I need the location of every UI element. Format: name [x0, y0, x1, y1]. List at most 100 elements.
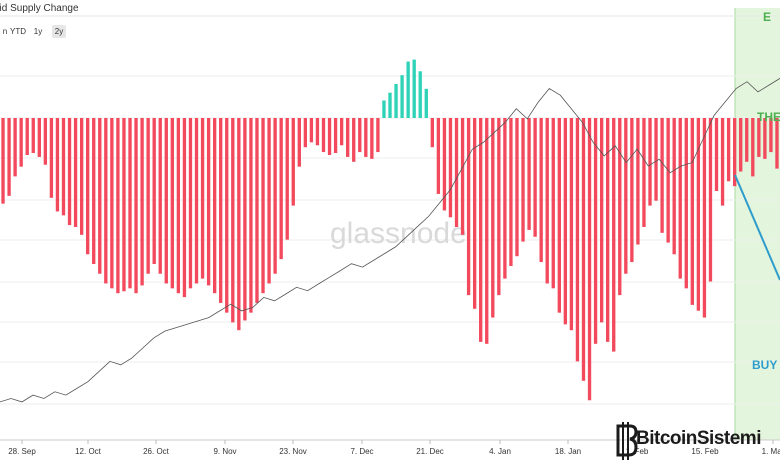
range-button-ytd[interactable]: YTD	[10, 27, 26, 36]
bar	[660, 118, 664, 233]
bar	[400, 75, 404, 118]
bar	[769, 118, 773, 153]
x-tick-label: 9. Nov	[213, 447, 236, 456]
bar	[479, 118, 483, 342]
bar	[315, 118, 320, 146]
bar	[430, 118, 434, 148]
bar	[273, 118, 277, 274]
bar	[346, 118, 350, 157]
bar	[49, 118, 54, 198]
bar	[690, 118, 694, 305]
bar	[358, 118, 362, 153]
bar	[212, 118, 217, 294]
bar	[303, 118, 308, 148]
bar	[297, 118, 301, 167]
bar	[255, 118, 259, 303]
bar	[509, 118, 513, 266]
bar	[503, 118, 507, 279]
bar	[763, 118, 767, 159]
bar	[436, 118, 441, 194]
bar	[557, 118, 561, 313]
bar	[775, 118, 779, 169]
bar	[116, 118, 120, 294]
x-tick-label: 28. Sep	[8, 447, 36, 456]
bar	[309, 118, 314, 143]
annotation-top: THE	[757, 110, 780, 124]
bar	[466, 118, 471, 296]
bar	[231, 118, 235, 323]
bar	[648, 118, 652, 206]
bar	[122, 118, 126, 292]
bar	[13, 118, 17, 177]
bar	[454, 118, 459, 228]
range-button-1y[interactable]: 1y	[33, 27, 43, 36]
bar	[370, 118, 374, 159]
bar	[285, 118, 289, 240]
bar	[134, 118, 138, 294]
bar	[200, 118, 205, 279]
bar	[339, 118, 344, 146]
bar	[225, 118, 229, 313]
bitcoin-logo-icon	[616, 422, 638, 460]
bar	[442, 118, 447, 211]
range-button-2y[interactable]: 2y	[52, 25, 66, 38]
chart-title: uid Supply Change	[0, 3, 79, 14]
x-tick-label: 23. Nov	[279, 447, 307, 456]
bar	[569, 118, 574, 331]
bar	[696, 118, 701, 311]
range-button-1[interactable]: n	[2, 27, 8, 36]
bar	[587, 118, 592, 401]
x-tick-label: 18. Jan	[555, 447, 581, 456]
bar	[636, 118, 640, 245]
bar	[593, 118, 598, 344]
bar	[388, 92, 392, 118]
bar	[412, 59, 416, 118]
x-tick-label: 1. Mar	[762, 447, 780, 456]
bar	[732, 118, 737, 187]
bar	[527, 118, 531, 230]
bar	[55, 118, 60, 212]
bar	[612, 118, 616, 352]
bar	[406, 61, 410, 118]
bar	[128, 118, 132, 289]
bar	[739, 118, 743, 172]
bar	[73, 118, 78, 228]
bar	[551, 118, 555, 289]
bar	[382, 100, 386, 118]
bar	[67, 118, 72, 226]
bar	[666, 118, 670, 243]
bar	[539, 118, 543, 263]
x-tick-label: 21. Dec	[416, 447, 444, 456]
bar	[545, 118, 549, 284]
bar	[678, 118, 682, 279]
bar	[521, 118, 525, 242]
bar	[581, 118, 586, 381]
bar	[491, 118, 495, 318]
bar	[188, 118, 193, 289]
bar	[702, 118, 707, 318]
bar	[25, 118, 29, 155]
bar	[61, 118, 66, 216]
bar	[497, 118, 501, 296]
bar	[364, 118, 368, 157]
bar	[424, 88, 428, 118]
annotation-buy: BUY	[752, 358, 778, 372]
bar	[194, 118, 199, 284]
bar	[684, 118, 688, 289]
bar	[448, 118, 453, 218]
bar	[1, 118, 5, 204]
bar	[164, 118, 168, 284]
bar	[31, 118, 35, 154]
bar	[110, 118, 114, 289]
bar	[624, 118, 628, 274]
bar	[745, 118, 749, 162]
bar	[19, 118, 23, 167]
watermark: glassnode	[330, 217, 467, 250]
bar	[249, 118, 253, 313]
bar	[158, 118, 162, 274]
bar	[533, 118, 537, 237]
bar	[654, 118, 658, 201]
bar	[630, 118, 634, 263]
bar	[86, 118, 90, 255]
